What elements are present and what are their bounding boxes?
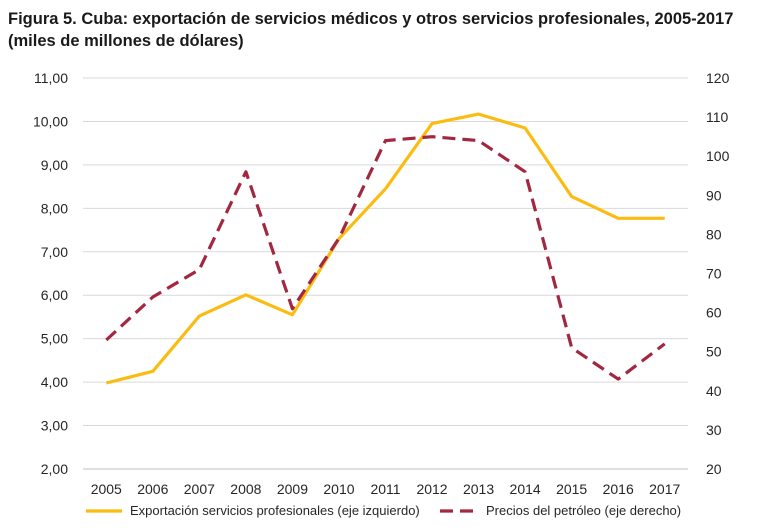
left-tick-label: 8,00 bbox=[41, 200, 68, 216]
x-axis-ticks: 2005 2006 2007 2008 2009 2010 2011 2012 2013 2014… bbox=[91, 481, 681, 497]
left-tick-label: 6,00 bbox=[41, 287, 68, 303]
series-line-oil-prices bbox=[105, 135, 666, 381]
right-tick-label: 90 bbox=[706, 187, 722, 203]
x-tick-label: 2006 bbox=[137, 481, 168, 497]
legend-entry-label: Precios del petróleo (eje derecho) bbox=[486, 503, 681, 518]
x-tick-label: 2009 bbox=[277, 481, 308, 497]
series-line-services-exports bbox=[105, 112, 665, 385]
left-tick-label: 9,00 bbox=[41, 157, 68, 173]
chart-title: Figura 5. Cuba: exportación de servicios… bbox=[8, 10, 734, 50]
x-tick-label: 2008 bbox=[230, 481, 261, 497]
right-tick-label: 40 bbox=[706, 383, 722, 399]
right-tick-label: 20 bbox=[706, 461, 722, 477]
right-tick-label: 100 bbox=[706, 148, 730, 164]
left-tick-label: 7,00 bbox=[41, 244, 68, 260]
x-tick-label: 2013 bbox=[463, 481, 494, 497]
right-tick-label: 30 bbox=[706, 422, 722, 438]
x-tick-label: 2015 bbox=[556, 481, 587, 497]
left-tick-label: 5,00 bbox=[41, 331, 68, 347]
left-tick-label: 10,00 bbox=[33, 113, 68, 129]
x-tick-label: 2016 bbox=[603, 481, 634, 497]
x-tick-label: 2010 bbox=[323, 481, 354, 497]
right-tick-label: 80 bbox=[706, 226, 722, 242]
gridlines bbox=[83, 77, 688, 470]
right-tick-label: 110 bbox=[706, 109, 729, 125]
right-axis-ticks: 20 30 40 50 60 70 80 90 100 110 120 bbox=[706, 70, 730, 477]
left-tick-label: 11,00 bbox=[34, 70, 68, 86]
right-tick-label: 60 bbox=[706, 305, 722, 321]
x-tick-label: 2017 bbox=[649, 481, 680, 497]
series-lines bbox=[105, 112, 666, 385]
x-tick-label: 2014 bbox=[510, 481, 541, 497]
x-tick-label: 2007 bbox=[184, 481, 215, 497]
legend: Exportación servicios profesionales (eje… bbox=[86, 503, 681, 518]
left-tick-label: 4,00 bbox=[41, 374, 68, 390]
x-tick-label: 2012 bbox=[416, 481, 447, 497]
right-tick-label: 50 bbox=[706, 344, 722, 360]
legend-entry-label: Exportación servicios profesionales (eje… bbox=[130, 503, 420, 518]
left-tick-label: 2,00 bbox=[41, 461, 68, 477]
x-tick-label: 2011 bbox=[370, 481, 400, 497]
x-tick-label: 2005 bbox=[91, 481, 122, 497]
right-tick-label: 120 bbox=[706, 70, 730, 86]
left-tick-label: 3,00 bbox=[41, 418, 68, 434]
right-tick-label: 70 bbox=[706, 266, 722, 282]
left-axis-ticks: 2,00 3,00 4,00 5,00 6,00 7,00 8,00 9,00 10,00 11,… bbox=[33, 70, 68, 477]
